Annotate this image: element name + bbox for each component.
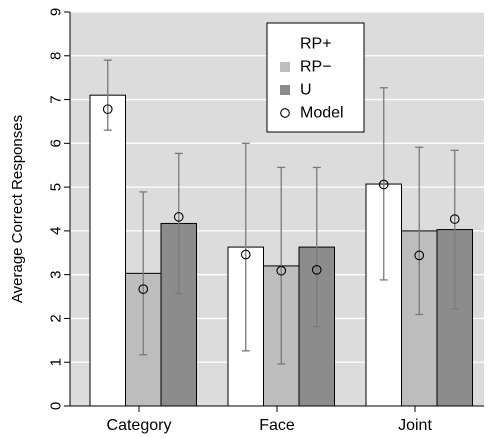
model-marker [138, 284, 149, 294]
bar [89, 94, 126, 407]
legend-marker [280, 108, 290, 118]
model-marker [311, 265, 322, 275]
legend-label: RP− [300, 59, 332, 76]
legend-swatch [280, 39, 290, 49]
legend-swatch [280, 62, 290, 72]
y-tick-label: 1 [48, 358, 65, 366]
legend-label: RP+ [300, 36, 332, 53]
legend-label: U [300, 82, 312, 99]
model-marker [276, 265, 287, 276]
legend-label: Model [300, 105, 344, 122]
model-marker [102, 104, 113, 115]
model-markers [102, 104, 460, 294]
x-tick-label: Category [107, 417, 172, 434]
model-marker [449, 214, 460, 224]
y-tick-label: 8 [48, 52, 65, 60]
legend: RP+ RP− U Model [266, 22, 365, 133]
x-tick-label: Joint [398, 417, 432, 434]
model-marker [173, 212, 184, 222]
model-marker [378, 179, 389, 190]
y-tick-labels: 0 1 2 3 4 5 6 7 8 9 [48, 8, 70, 410]
y-tick-label: 3 [48, 270, 65, 278]
y-tick-label: 0 [48, 402, 65, 410]
model-marker [240, 249, 251, 260]
y-tick-label: 2 [48, 314, 65, 322]
y-axis-label: Average Correct Responses [9, 115, 26, 303]
y-tick-label: 5 [48, 183, 65, 191]
y-tick-label: 6 [48, 139, 65, 147]
model-marker [414, 250, 425, 261]
y-tick-label: 4 [48, 227, 65, 235]
legend-swatch [280, 85, 290, 95]
error-bars [103, 59, 459, 365]
y-tick-label: 7 [48, 95, 65, 103]
x-tick-label: Face [259, 417, 295, 434]
y-tick-label: 9 [48, 8, 65, 16]
x-tick-labels: Category Face Joint [107, 406, 432, 434]
